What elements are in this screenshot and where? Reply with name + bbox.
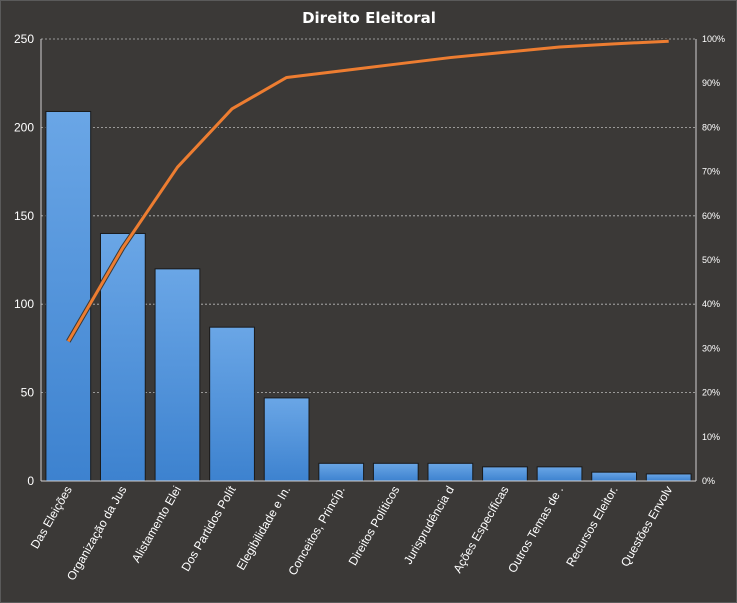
y-tick-label: 150	[14, 209, 34, 223]
x-tick-label: Elegibilidade e In.	[234, 484, 293, 573]
y2-tick-label: 40%	[702, 299, 720, 309]
x-tick-label: Questões Envolv	[618, 484, 675, 570]
x-tick-label: Outros Temas de .	[505, 484, 566, 576]
y2-tick-label: 30%	[702, 343, 720, 353]
bar-11	[591, 471, 638, 482]
y2-tick-label: 60%	[702, 211, 720, 221]
y-tick-label: 200	[14, 120, 34, 134]
bar-10	[536, 466, 583, 482]
bar-4	[209, 326, 255, 482]
y2-tick-label: 100%	[702, 34, 725, 44]
y-tick-label: 0	[27, 474, 34, 488]
y2-tick-label: 0%	[702, 476, 715, 486]
y2-tick-label: 90%	[702, 78, 720, 88]
cumulative-line	[66, 39, 669, 343]
y2-tick-label: 20%	[702, 388, 720, 398]
bar-12	[645, 473, 692, 482]
x-tick-label: Dos Partidos Polít	[178, 483, 238, 574]
y2-tick-label: 70%	[702, 167, 720, 177]
x-tick-label: Direitos Políticos	[346, 484, 403, 568]
y2-tick-label: 10%	[702, 432, 720, 442]
chart-title: Direito Eleitoral	[302, 9, 436, 27]
x-tick-label: Ações Específicas	[450, 484, 511, 576]
bar-8	[427, 462, 474, 482]
x-tick-label: Conceitos, Princíp.	[285, 484, 347, 578]
x-tick-label: Organização da Jus	[64, 484, 129, 583]
x-tick-label: Alistamento Elei	[129, 484, 184, 566]
x-tick-label: Das Eleições	[28, 484, 75, 552]
bar-1	[45, 110, 92, 482]
bar-9	[482, 466, 528, 482]
y-tick-label: 100	[14, 297, 34, 311]
bar-6	[318, 462, 365, 482]
bar-5	[263, 397, 310, 482]
y2-tick-label: 50%	[702, 255, 720, 265]
x-tick-label: Recursos Eleitor.	[563, 484, 620, 570]
bar-7	[372, 462, 419, 482]
bar-3	[154, 268, 201, 482]
x-tick-label: Jurisprudência d	[401, 484, 457, 567]
y-tick-label: 250	[14, 32, 34, 46]
y2-tick-label: 80%	[702, 122, 720, 132]
y-tick-label: 50	[21, 386, 35, 400]
